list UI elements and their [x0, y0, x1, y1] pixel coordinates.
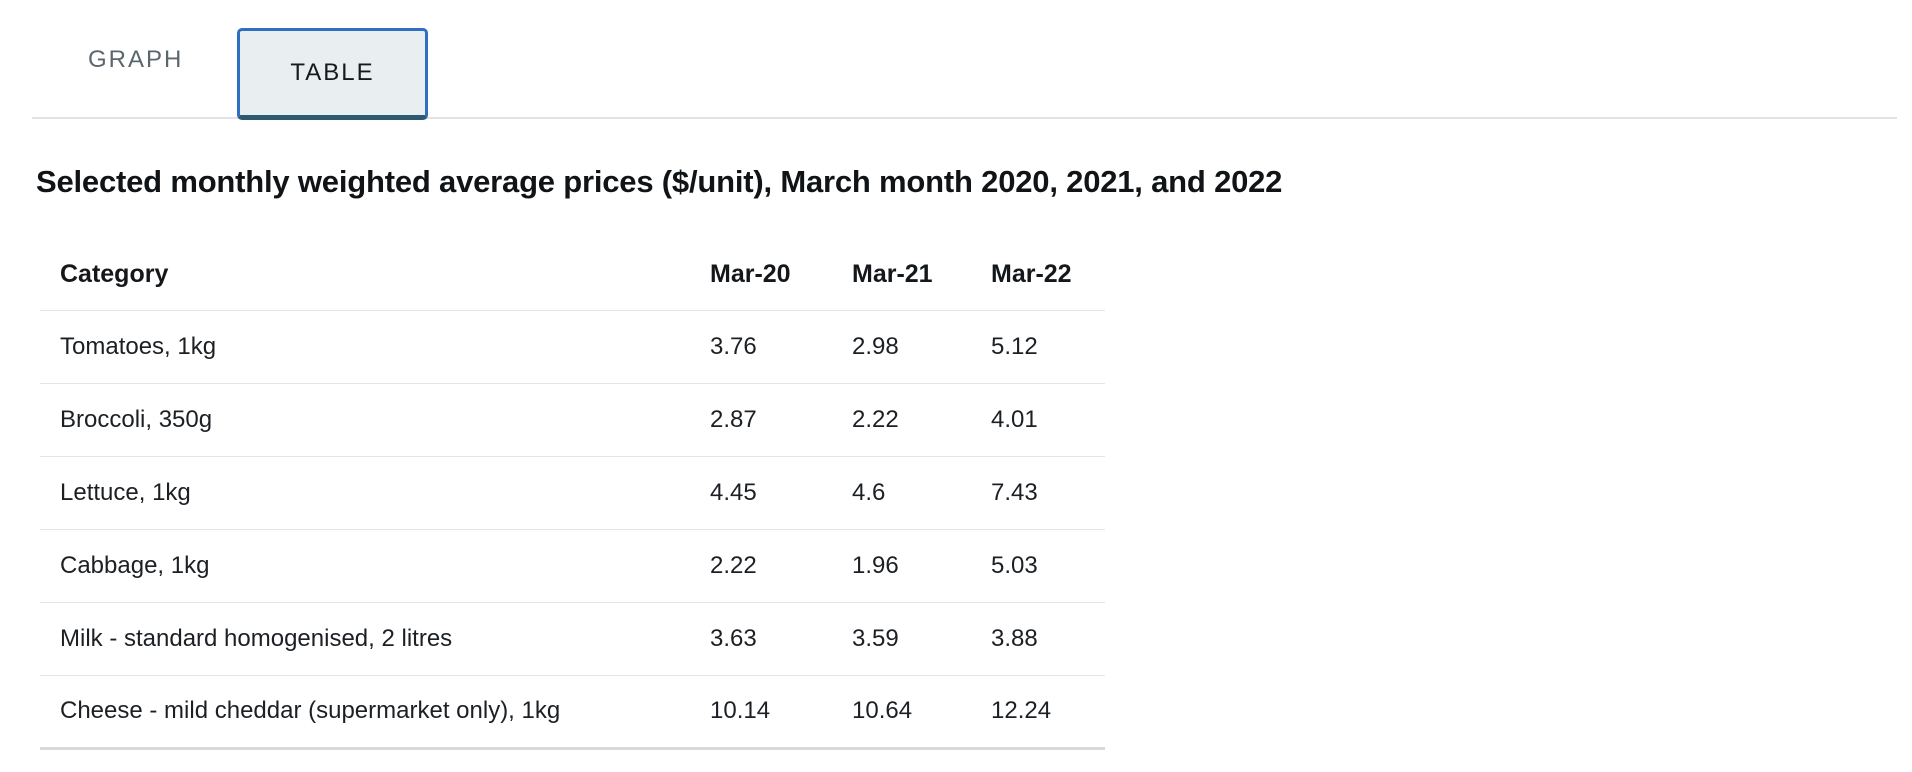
- price-table: Category Mar-20 Mar-21 Mar-22 Tomatoes, …: [40, 239, 1105, 750]
- column-header-mar-21: Mar-21: [852, 239, 991, 311]
- category-cell: Broccoli, 350g: [40, 383, 710, 457]
- value-cell: 10.14: [710, 675, 852, 750]
- tabbar-divider: [32, 117, 1897, 119]
- table-body: Tomatoes, 1kg 3.76 2.98 5.12 Broccoli, 350g 2…: [40, 310, 1105, 750]
- value-cell: 10.64: [852, 675, 991, 750]
- column-header-category: Category: [40, 239, 710, 311]
- value-cell: 7.43: [991, 456, 1105, 530]
- table-header-row: Category Mar-20 Mar-21 Mar-22: [40, 239, 1105, 311]
- value-cell: 5.12: [991, 310, 1105, 384]
- value-cell: 2.98: [852, 310, 991, 384]
- category-cell: Tomatoes, 1kg: [40, 310, 710, 384]
- category-cell: Cabbage, 1kg: [40, 529, 710, 603]
- value-cell: 4.45: [710, 456, 852, 530]
- value-cell: 3.88: [991, 602, 1105, 676]
- value-cell: 4.01: [991, 383, 1105, 457]
- value-cell: 3.63: [710, 602, 852, 676]
- table-row: Milk - standard homogenised, 2 litres 3.6…: [40, 602, 1105, 676]
- category-cell: Lettuce, 1kg: [40, 456, 710, 530]
- value-cell: 1.96: [852, 529, 991, 603]
- value-cell: 2.87: [710, 383, 852, 457]
- page-title: Selected monthly weighted average prices…: [36, 164, 1283, 199]
- column-header-mar-20: Mar-20: [710, 239, 852, 311]
- table-row: Broccoli, 350g 2.87 2.22 4.01: [40, 383, 1105, 457]
- tab-table[interactable]: TABLE: [237, 28, 428, 120]
- value-cell: 5.03: [991, 529, 1105, 603]
- view-tabs: GRAPH TABLE: [0, 0, 1912, 120]
- page: GRAPH TABLE Selected monthly weighted av…: [0, 0, 1912, 750]
- table-row: Cabbage, 1kg 2.22 1.96 5.03: [40, 529, 1105, 603]
- category-cell: Milk - standard homogenised, 2 litres: [40, 602, 710, 676]
- value-cell: 3.59: [852, 602, 991, 676]
- table-row: Cheese - mild cheddar (supermarket only)…: [40, 675, 1105, 750]
- table-row: Tomatoes, 1kg 3.76 2.98 5.12: [40, 310, 1105, 384]
- value-cell: 4.6: [852, 456, 991, 530]
- value-cell: 2.22: [852, 383, 991, 457]
- column-header-mar-22: Mar-22: [991, 239, 1105, 311]
- value-cell: 2.22: [710, 529, 852, 603]
- table-row: Lettuce, 1kg 4.45 4.6 7.43: [40, 456, 1105, 530]
- value-cell: 12.24: [991, 675, 1105, 750]
- tab-graph[interactable]: GRAPH: [88, 45, 184, 73]
- value-cell: 3.76: [710, 310, 852, 384]
- category-cell: Cheese - mild cheddar (supermarket only)…: [40, 675, 710, 750]
